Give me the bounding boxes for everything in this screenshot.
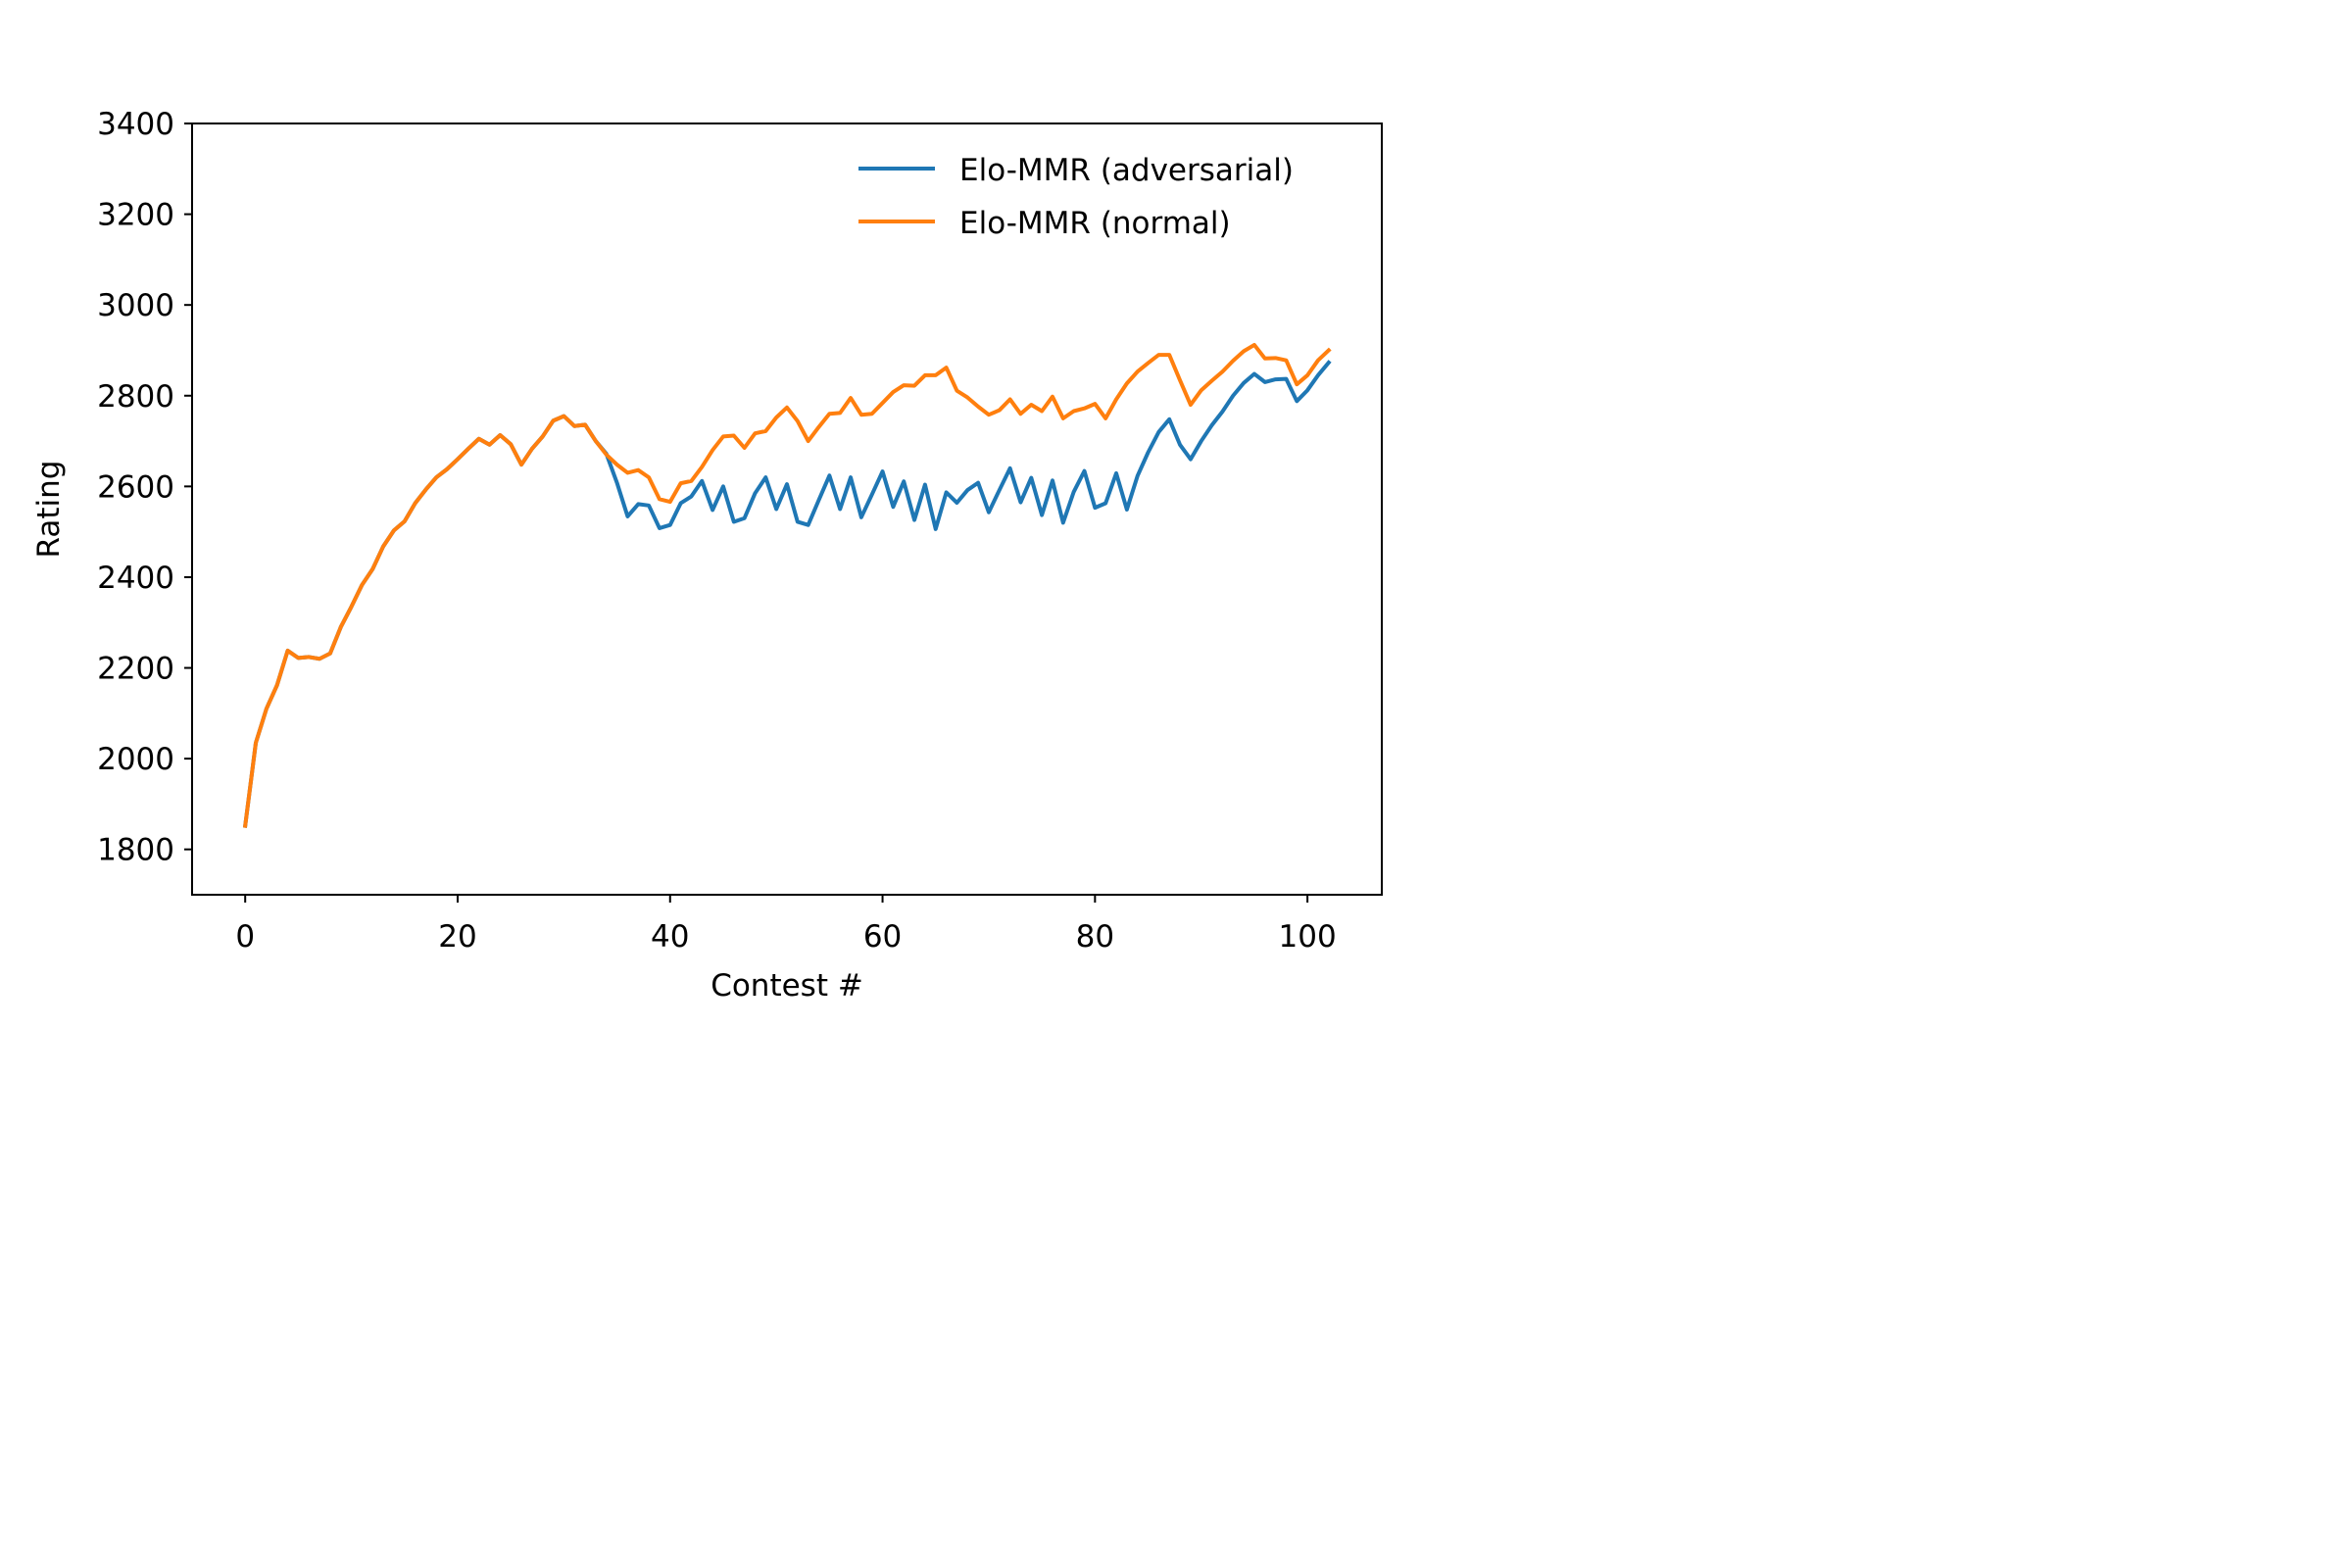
- y-tick-label: 3000: [97, 288, 174, 323]
- series-line-1: [242, 342, 1332, 828]
- plot-area: [192, 123, 1382, 895]
- y-tick-label: 2000: [97, 742, 174, 777]
- series-layer: [242, 342, 1332, 828]
- x-tick-label: 0: [235, 919, 255, 955]
- y-tick-label: 2800: [97, 379, 174, 415]
- legend-label-normal: Elo-MMR (normal): [959, 206, 1231, 241]
- legend: Elo-MMR (adversarial) Elo-MMR (normal): [858, 153, 1294, 241]
- y-tick-label: 1800: [97, 833, 174, 868]
- y-tick-label: 2600: [97, 469, 174, 505]
- x-tick-label: 60: [863, 919, 902, 955]
- x-tick-label: 100: [1279, 919, 1337, 955]
- y-tick-label: 2200: [97, 652, 174, 687]
- y-axis-title: Rating: [31, 461, 67, 559]
- x-tick-label: 80: [1076, 919, 1114, 955]
- line-chart: 0 20 40 60 80 100 1800 2000 2200 2400 2600 2800 300…: [0, 0, 1514, 1009]
- x-tick-label: 20: [438, 919, 476, 955]
- plot-frame: [191, 122, 1383, 896]
- y-tick-label: 3400: [97, 107, 174, 142]
- x-tick-label: 40: [651, 919, 689, 955]
- x-axis-title: Contest #: [710, 968, 863, 1004]
- y-tick-label: 2400: [97, 561, 174, 596]
- legend-label-adversarial: Elo-MMR (adversarial): [959, 153, 1294, 188]
- x-axis: 0 20 40 60 80 100: [235, 895, 1337, 955]
- y-axis: 1800 2000 2200 2400 2600 2800 3000 3200 3400: [97, 107, 192, 868]
- y-tick-label: 3200: [97, 198, 174, 233]
